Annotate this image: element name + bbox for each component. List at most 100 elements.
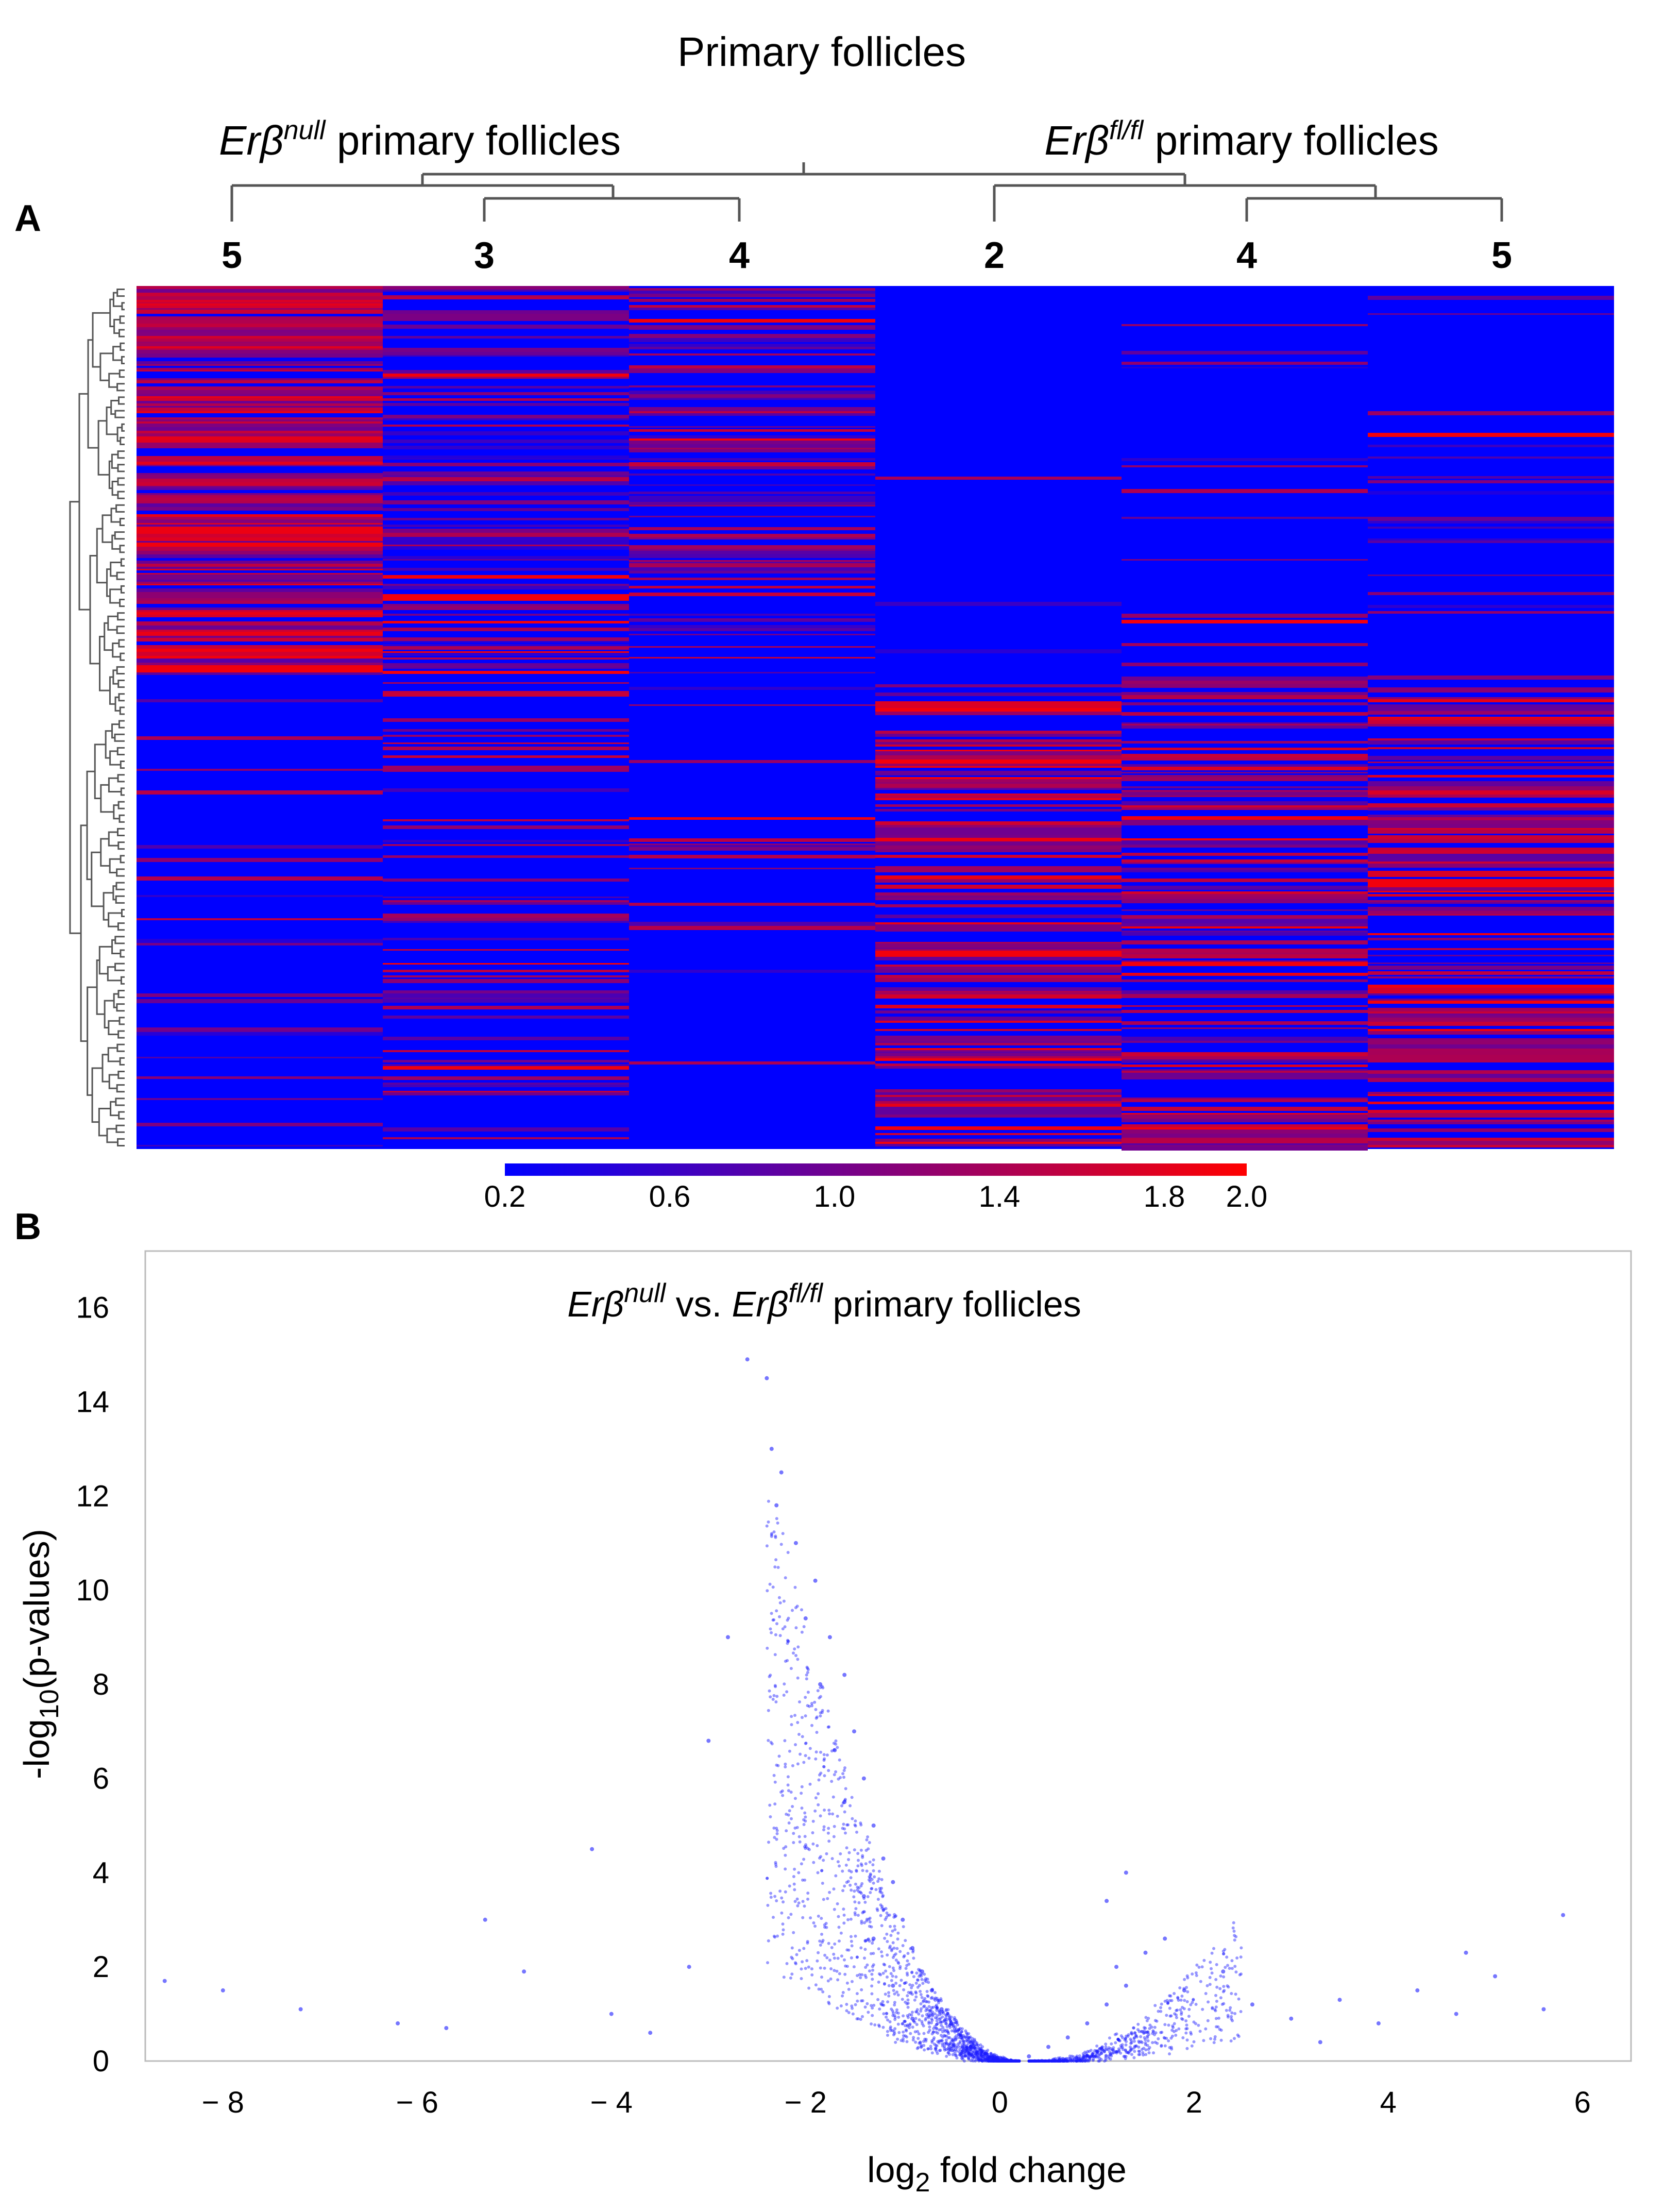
volcano-point (1114, 2041, 1117, 2045)
volcano-point (1017, 2059, 1021, 2063)
heatmap-cell (875, 978, 1122, 982)
volcano-point (1034, 2059, 1038, 2063)
volcano-point (1028, 2059, 1032, 2063)
heatmap-cell (1122, 949, 1368, 953)
volcano-point (1237, 1997, 1241, 2001)
volcano-point (1012, 2059, 1015, 2063)
volcano-point (1186, 1976, 1190, 1980)
volcano-point (1085, 2054, 1089, 2057)
volcano-point (1095, 2050, 1098, 2053)
volcano-point (842, 1776, 845, 1779)
volcano-point (1017, 2059, 1021, 2063)
volcano-point (1493, 1974, 1498, 1979)
volcano-point (772, 1934, 776, 1938)
row-dendrogram-branch (119, 517, 125, 527)
heatmap-cell (383, 1066, 629, 1070)
volcano-point (687, 1965, 691, 1969)
volcano-point (895, 2011, 898, 2014)
volcano-point (1122, 2048, 1125, 2051)
volcano-point (1013, 2059, 1016, 2063)
volcano-point (951, 2053, 955, 2056)
volcano-point (793, 1585, 797, 1589)
volcano-point (894, 1975, 898, 1979)
volcano-point (1017, 2059, 1021, 2063)
volcano-point (1012, 2059, 1016, 2063)
volcano-point (1130, 2048, 1134, 2051)
volcano-point (766, 1877, 769, 1880)
volcano-point (776, 1566, 780, 1569)
heatmap-cell (875, 649, 1122, 653)
row-dendrogram-branch (116, 289, 125, 297)
volcano-point (932, 1997, 936, 2001)
volcano-point (1228, 1967, 1231, 1970)
volcano-point (930, 1996, 934, 1999)
volcano-point (960, 2054, 963, 2057)
volcano-point (1225, 1955, 1229, 1959)
volcano-point (958, 2053, 962, 2056)
volcano-point (1061, 2059, 1064, 2063)
volcano-point (784, 1853, 787, 1857)
volcano-point (863, 1939, 867, 1943)
volcano-point (841, 1994, 844, 1998)
volcano-plot-frame (144, 1250, 1632, 2062)
volcano-point (1093, 2055, 1097, 2059)
volcano-point (1009, 2059, 1013, 2063)
volcano-point (810, 1704, 813, 1708)
volcano-point (997, 2055, 1000, 2059)
heatmap-cell (629, 462, 875, 466)
heatmap-cell (137, 493, 383, 495)
volcano-point (882, 1963, 886, 1966)
heatmap-cell (383, 742, 629, 744)
volcano-point (911, 2038, 915, 2042)
volcano-point (923, 2004, 926, 2008)
volcano-point (770, 1742, 774, 1746)
volcano-point (1151, 2029, 1155, 2033)
volcano-point (1100, 2052, 1103, 2055)
volcano-point (978, 2058, 982, 2062)
volcano-point (903, 1981, 907, 1985)
volcano-point (1007, 2058, 1010, 2062)
volcano-point (1233, 1938, 1236, 1942)
volcano-point (1002, 2059, 1006, 2063)
volcano-point (1043, 2059, 1046, 2063)
volcano-point (895, 1990, 898, 1994)
heatmap-cell (1122, 821, 1368, 825)
volcano-point (965, 2051, 969, 2055)
volcano-point (1029, 2059, 1032, 2063)
heatmap-cell (629, 855, 875, 858)
row-dendrogram-branch (121, 908, 125, 918)
volcano-point (860, 1882, 864, 1885)
heatmap-cell (137, 672, 383, 675)
volcano-point (886, 1914, 890, 1917)
volcano-point (901, 1998, 904, 2001)
volcano-point (1176, 1996, 1180, 1999)
heatmap-cell (1368, 1014, 1614, 1016)
volcano-point (1006, 2058, 1009, 2062)
volcano-point (890, 1949, 893, 1952)
volcano-point (817, 1803, 820, 1806)
volcano-point (797, 1901, 801, 1905)
volcano-point (843, 1766, 846, 1769)
volcano-point (1052, 2057, 1056, 2061)
heatmap-cell (875, 784, 1122, 788)
volcano-point (975, 2043, 979, 2047)
volcano-point (1218, 2028, 1221, 2031)
volcano-point (1041, 2059, 1044, 2063)
heatmap-cell (1368, 1102, 1614, 1104)
volcano-point (828, 1890, 831, 1894)
volcano-point (1017, 2059, 1021, 2063)
volcano-point (949, 2042, 953, 2046)
volcano-point (856, 1864, 860, 1868)
heatmap-cell (137, 406, 383, 408)
volcano-point (881, 1856, 886, 1861)
volcano-point (984, 2059, 988, 2063)
volcano-point (941, 2025, 945, 2029)
volcano-point (1017, 2059, 1021, 2063)
volcano-point (993, 2058, 996, 2062)
volcano-point (1091, 2058, 1095, 2062)
heatmap-cell (137, 390, 383, 394)
volcano-point (1214, 2017, 1218, 2020)
volcano-point (934, 2046, 937, 2050)
volcano-point (879, 1914, 882, 1917)
volcano-point (1003, 2059, 1007, 2063)
